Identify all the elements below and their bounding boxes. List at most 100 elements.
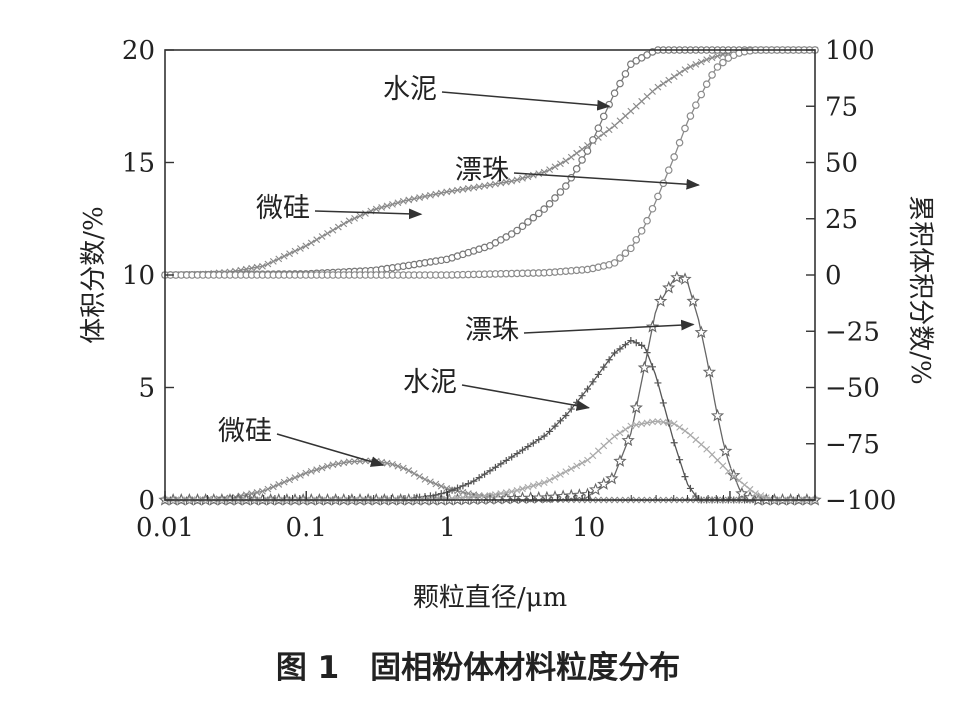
data-point-marker bbox=[622, 112, 629, 120]
data-point-marker bbox=[627, 422, 635, 430]
data-point-marker bbox=[708, 451, 716, 458]
data-point-marker bbox=[535, 170, 543, 178]
data-point-marker bbox=[692, 101, 700, 109]
data-point-marker bbox=[545, 200, 554, 208]
data-point-marker bbox=[280, 478, 288, 486]
data-point-marker bbox=[340, 459, 348, 467]
data-point-marker bbox=[394, 199, 402, 207]
data-point-marker bbox=[394, 462, 402, 470]
data-point-marker bbox=[594, 124, 603, 132]
data-point-marker bbox=[600, 130, 608, 138]
annotation-arrow bbox=[441, 91, 611, 111]
data-point-marker bbox=[481, 470, 489, 478]
data-point-marker bbox=[399, 464, 407, 472]
data-point-marker bbox=[507, 230, 516, 238]
left-y-tick-label: 10 bbox=[122, 261, 155, 291]
data-point-marker bbox=[730, 472, 738, 480]
data-point-marker bbox=[613, 454, 627, 467]
x-tick-label: 1 bbox=[439, 513, 456, 543]
data-point-marker bbox=[351, 458, 358, 465]
data-point-marker bbox=[670, 270, 684, 284]
data-point-marker bbox=[686, 484, 694, 492]
data-point-marker bbox=[605, 356, 613, 364]
data-point-marker bbox=[697, 90, 706, 99]
data-point-marker bbox=[519, 485, 526, 493]
data-point-marker bbox=[584, 385, 591, 393]
data-point-marker bbox=[286, 250, 293, 258]
data-point-marker bbox=[475, 183, 483, 191]
data-point-marker bbox=[405, 467, 413, 474]
data-point-marker bbox=[714, 456, 721, 464]
data-point-marker bbox=[702, 365, 717, 378]
data-point-marker bbox=[573, 149, 581, 157]
data-point-marker bbox=[302, 242, 310, 250]
data-point-marker bbox=[481, 492, 488, 500]
data-point-marker bbox=[269, 258, 277, 265]
data-point-marker bbox=[546, 166, 553, 174]
data-point-marker bbox=[562, 411, 570, 419]
data-point-marker bbox=[307, 468, 315, 475]
data-point-marker bbox=[600, 363, 608, 371]
data-point-marker bbox=[710, 408, 725, 422]
data-point-marker bbox=[497, 460, 505, 468]
data-point-marker bbox=[259, 262, 266, 270]
data-point-marker bbox=[687, 431, 694, 439]
data-point-marker bbox=[594, 370, 602, 378]
data-point-marker bbox=[605, 471, 619, 485]
data-point-marker bbox=[676, 456, 684, 464]
data-point-marker bbox=[313, 466, 321, 474]
data-point-marker bbox=[629, 400, 643, 414]
data-point-marker bbox=[432, 190, 440, 198]
x-tick-label: 10 bbox=[572, 513, 605, 543]
data-point-marker bbox=[616, 254, 624, 262]
data-point-marker bbox=[475, 492, 483, 500]
data-point-marker bbox=[621, 249, 630, 257]
data-point-marker bbox=[719, 58, 727, 67]
data-point-marker bbox=[600, 442, 608, 450]
series-layer bbox=[158, 46, 822, 506]
data-point-marker bbox=[562, 182, 570, 190]
x-tick-label: 0.01 bbox=[136, 513, 194, 543]
data-point-marker bbox=[627, 107, 635, 115]
data-point-marker bbox=[540, 432, 548, 440]
data-point-marker bbox=[345, 458, 353, 466]
data-point-marker bbox=[676, 423, 683, 431]
data-point-marker bbox=[692, 60, 700, 68]
data-point-marker bbox=[324, 229, 331, 237]
data-point-marker bbox=[654, 192, 662, 201]
data-point-marker bbox=[253, 489, 261, 496]
data-point-marker bbox=[735, 477, 743, 484]
data-point-marker bbox=[529, 213, 538, 222]
data-point-marker bbox=[546, 427, 554, 435]
right-y-tick-label: 75 bbox=[825, 92, 858, 122]
data-point-marker bbox=[567, 153, 575, 161]
data-point-marker bbox=[470, 493, 478, 501]
data-point-marker bbox=[432, 480, 440, 488]
data-point-marker bbox=[513, 450, 521, 458]
data-point-marker bbox=[372, 205, 380, 213]
data-point-marker bbox=[708, 71, 716, 79]
data-point-marker bbox=[448, 187, 456, 195]
data-point-marker bbox=[437, 189, 445, 197]
data-point-marker bbox=[410, 195, 418, 203]
left-y-tick-label: 0 bbox=[138, 486, 155, 516]
data-point-marker bbox=[275, 481, 283, 488]
data-point-marker bbox=[654, 83, 662, 91]
data-point-marker bbox=[670, 439, 678, 447]
data-point-marker bbox=[551, 422, 559, 430]
data-point-marker bbox=[437, 482, 445, 490]
data-point-marker bbox=[399, 197, 407, 205]
data-point-marker bbox=[518, 222, 527, 231]
data-point-marker bbox=[703, 56, 711, 64]
data-point-marker bbox=[557, 160, 564, 168]
data-point-marker bbox=[334, 460, 342, 468]
data-point-marker bbox=[502, 178, 510, 186]
data-point-marker bbox=[513, 486, 521, 494]
data-point-marker bbox=[475, 474, 483, 482]
data-point-marker bbox=[589, 136, 597, 144]
data-point-marker bbox=[681, 66, 689, 73]
data-point-marker bbox=[427, 478, 434, 486]
data-point-marker bbox=[324, 462, 331, 470]
